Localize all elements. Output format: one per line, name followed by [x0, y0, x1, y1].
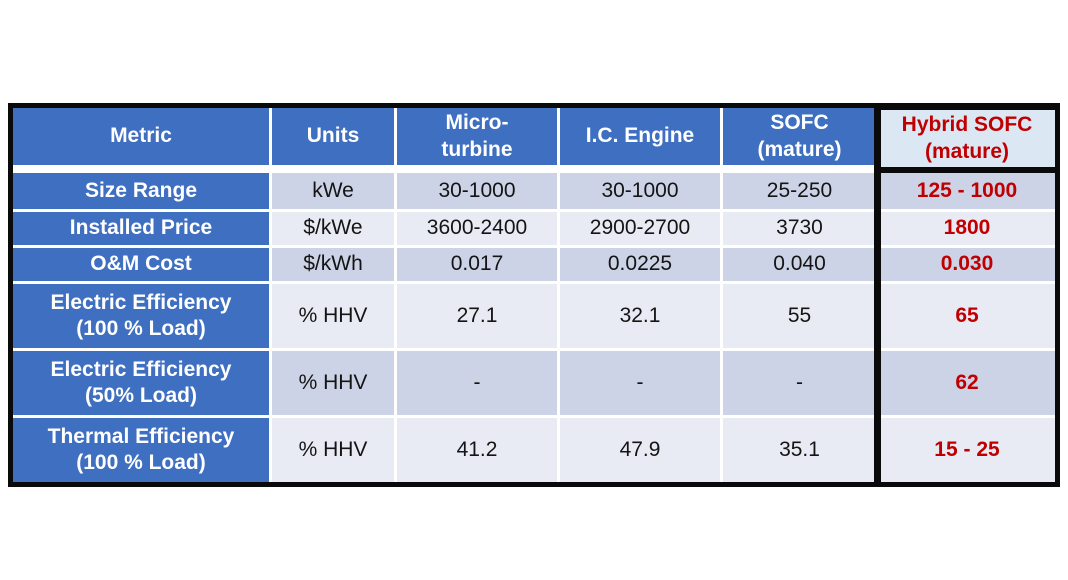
cell-units: $/kWh: [272, 248, 394, 281]
cell-value: 27.1: [397, 284, 557, 348]
row-label: O&M Cost: [13, 248, 269, 281]
row-label: Electric Efficiency (100 % Load): [13, 284, 269, 348]
row-label: Electric Efficiency (50% Load): [13, 351, 269, 415]
cell-value-hybrid: 1800: [879, 212, 1055, 245]
header-cell-hybrid-sofc: Hybrid SOFC (mature): [879, 108, 1055, 173]
header-cell-microturbine: Micro- turbine: [397, 108, 557, 170]
cell-value: 3730: [723, 212, 876, 245]
cell-value: 35.1: [723, 418, 876, 482]
cell-value: 0.0225: [560, 248, 720, 281]
cell-value: 47.9: [560, 418, 720, 482]
header-cell-sofc: SOFC (mature): [723, 108, 876, 170]
cell-value-hybrid: 125 - 1000: [879, 173, 1055, 209]
cell-units: % HHV: [272, 351, 394, 415]
header-cell-ic-engine: I.C. Engine: [560, 108, 720, 170]
hybrid-column-border: [874, 108, 881, 482]
cell-value-hybrid: 0.030: [879, 248, 1055, 281]
cell-value: 41.2: [397, 418, 557, 482]
row-label: Installed Price: [13, 212, 269, 245]
cell-value: 2900-2700: [560, 212, 720, 245]
cell-units: % HHV: [272, 418, 394, 482]
cell-value: 55: [723, 284, 876, 348]
row-label: Thermal Efficiency (100 % Load): [13, 418, 269, 482]
cell-value: 30-1000: [397, 173, 557, 209]
cell-value: -: [397, 351, 557, 415]
cell-value: 0.040: [723, 248, 876, 281]
row-label: Size Range: [13, 173, 269, 209]
cell-value: -: [723, 351, 876, 415]
cell-value: 32.1: [560, 284, 720, 348]
table-grid: Metric Units Micro- turbine I.C. Engine …: [13, 108, 1055, 482]
cell-units: $/kWe: [272, 212, 394, 245]
cell-value: -: [560, 351, 720, 415]
cell-value-hybrid: 62: [879, 351, 1055, 415]
cell-value: 3600-2400: [397, 212, 557, 245]
cell-value-hybrid: 65: [879, 284, 1055, 348]
cell-value-hybrid: 15 - 25: [879, 418, 1055, 482]
cell-value: 0.017: [397, 248, 557, 281]
header-cell-metric: Metric: [13, 108, 269, 170]
comparison-table: Metric Units Micro- turbine I.C. Engine …: [8, 103, 1060, 487]
cell-value: 25-250: [723, 173, 876, 209]
cell-units: % HHV: [272, 284, 394, 348]
cell-value: 30-1000: [560, 173, 720, 209]
header-cell-units: Units: [272, 108, 394, 170]
cell-units: kWe: [272, 173, 394, 209]
